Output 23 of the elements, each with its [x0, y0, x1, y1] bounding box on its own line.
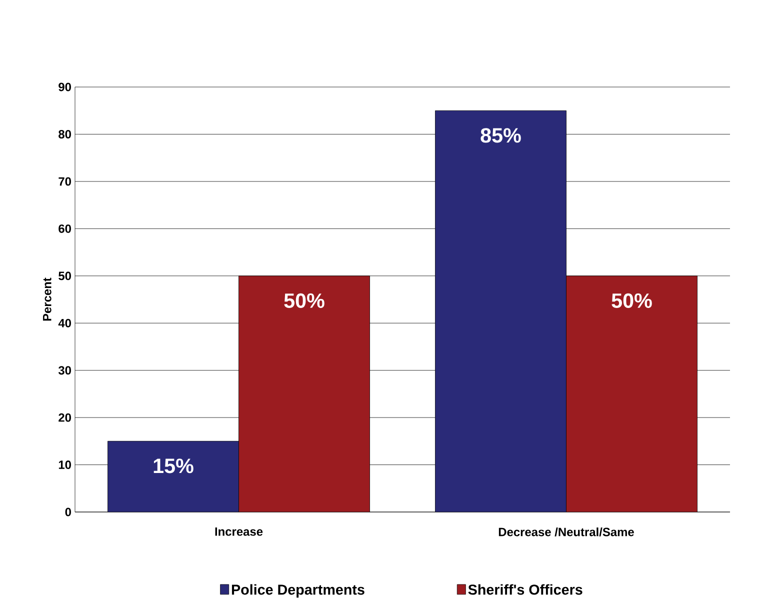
data-label: 85% [480, 128, 521, 143]
x-tick-label: Increase [215, 527, 263, 536]
data-label: 50% [284, 293, 324, 308]
y-tick-label: 50 [58, 272, 71, 280]
y-tick-label: 20 [58, 413, 71, 422]
bar [435, 110, 566, 512]
x-tick-label: Decrease /Neutral/Same [498, 527, 634, 536]
y-tick-label: 30 [58, 366, 71, 375]
y-tick-label: 0 [65, 508, 71, 516]
legend-label: Sheriff's Officers [468, 584, 582, 595]
y-tick-label: 60 [58, 224, 71, 233]
y-tick-label: 70 [58, 177, 71, 186]
data-label: 50% [612, 293, 652, 308]
bar [566, 276, 698, 512]
data-label: 15% [154, 458, 194, 474]
bar [108, 440, 239, 512]
y-tick-label: 90 [58, 82, 71, 92]
y-tick-label: 40 [58, 318, 71, 328]
y-tick-label: 80 [58, 130, 71, 138]
y-axis-title: Percent [43, 278, 52, 321]
y-tick-label: 10 [58, 460, 71, 470]
legend-label: Police Departments [232, 584, 364, 598]
bar [238, 276, 370, 512]
